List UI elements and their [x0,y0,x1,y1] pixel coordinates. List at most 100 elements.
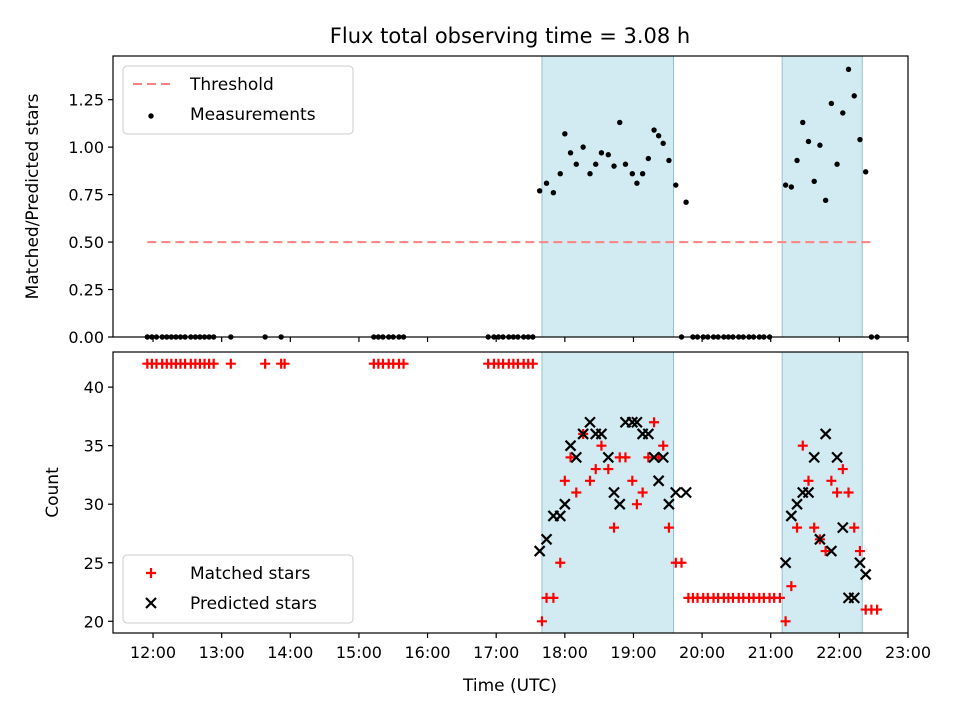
matched-star-point [559,475,570,486]
matched-star-point [609,522,620,533]
matched-star-point [571,487,582,498]
x-tick-label: 20:00 [679,643,725,662]
matched-star-point [225,358,236,369]
measurement-point [811,178,817,185]
legend-box [122,65,354,135]
matched-star-point [398,358,409,369]
predicted-star-point [791,498,803,510]
predicted-star-point [577,428,589,440]
measurement-point [587,171,593,177]
matched-star-point [792,522,803,533]
legend-measurement-swatch [148,113,154,119]
matched-star-point [872,604,883,615]
top-panel: 0.00 0.25 0.50 0.75 1.00 1.25 Matched/Predicte… [23,55,909,347]
matched-star-point [643,452,654,463]
matched-star-point [809,522,820,533]
predicted-star-point [559,498,571,510]
legend-box [122,554,354,624]
matched-star-point [780,616,791,627]
predicted-star-point [564,439,577,452]
bottom-panel: 20 25 30 35 40 12:00 13:00 14:00 15:00 16:00 17:00… [43,351,931,662]
x-tick-label: 18:00 [542,643,588,662]
predicted-star-point [779,556,792,569]
measurement-point [550,190,557,196]
measurement-point [567,150,574,156]
x-tick-label: 23:00 [885,643,931,662]
measurement-point [800,119,806,126]
measurement-point [822,197,829,203]
observing-window-1 [541,55,675,338]
legend-label: Predicted stars [190,594,317,614]
matched-star-point [596,440,607,451]
measurement-point [622,161,629,167]
predicted-star-point [814,533,826,546]
predicted-star-point [802,486,815,499]
matched-star-point [565,452,576,463]
y-axis-label: Matched/Predicted stars [23,93,43,299]
predicted-star-point [584,416,596,429]
x-tick-label: 12:00 [130,643,176,662]
measurement-point [794,157,800,164]
plot-frame [112,55,909,338]
measurement-point [828,100,835,107]
legend: Threshold Measurements [122,65,354,135]
measurement-point [851,93,857,99]
measurement-point [634,180,640,186]
matched-star-point [536,616,547,627]
measurement-point [782,182,789,188]
matched-star-point [548,592,559,603]
predicted-star-point [819,428,832,440]
measurement-point [639,171,646,177]
y-tick-label: 20 [84,612,104,631]
predicted-star-point [670,486,682,499]
y-tick-label: 25 [84,554,104,573]
legend-label: Measurements [190,105,316,125]
predicted-star-point [613,498,626,510]
legend-label: Threshold [189,75,274,95]
measurement-point [683,199,689,205]
matched-star-point [843,487,854,498]
x-tick-label: 14:00 [267,643,313,662]
y-tick-label: 1.00 [68,138,104,157]
measurement-point [660,140,666,147]
predicted-star-point [785,510,798,522]
matched-star-point [603,464,614,475]
predicted-star-point [626,416,639,429]
predicted-star-point [642,428,655,440]
matched-star-point [620,452,631,463]
matched-star-point [826,475,837,486]
measurement-point [655,133,662,139]
measurement-point [593,161,599,167]
matched-star-point [627,475,638,486]
predicted-star-point [663,498,675,510]
predicted-star-point [825,545,838,557]
predicted-star-point [595,428,608,440]
predicted-star-point [554,510,567,522]
measurement-point [805,138,812,145]
matched-star-point [527,358,538,369]
matched-star-point [631,499,642,510]
measurement-point [666,157,672,164]
matched-star-point [774,592,785,603]
matched-star-point [837,464,848,475]
matched-star-point [676,557,687,568]
x-tick-label: 17:00 [473,643,519,662]
predicted-star-point [837,521,849,534]
predicted-star-point [854,556,866,569]
chart-title: Flux total observing time = 3.08 h [330,24,690,48]
predicted-star-point [657,451,669,464]
matched-star-point [803,475,814,486]
y-tick-label: 0.75 [68,186,104,205]
measurement-point [629,171,636,177]
predicted-star-point [648,451,660,464]
predicted-star-point [631,416,643,429]
predicted-star-point [533,545,546,557]
legend-label: Matched stars [190,564,310,584]
matched-star-point [854,546,865,557]
measurement-point [862,169,869,175]
matched-star-point [797,440,808,451]
matched-star-point [637,487,648,498]
y-axis-label: Count [43,467,63,518]
matched-star-point [585,475,595,486]
